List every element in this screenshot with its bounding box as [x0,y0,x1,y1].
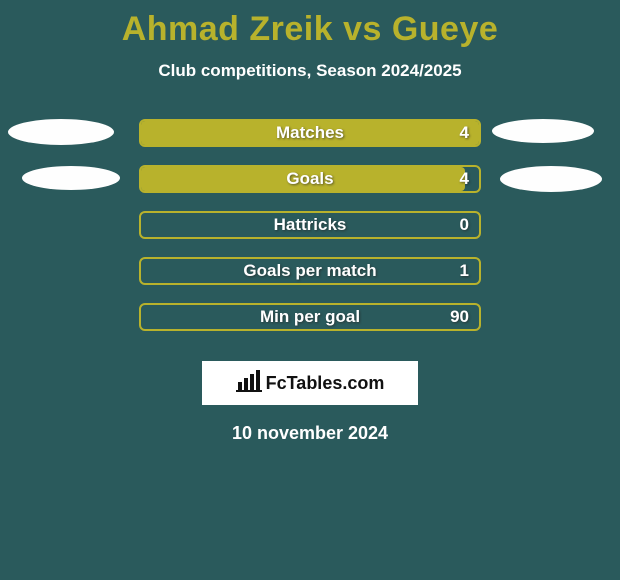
stat-row: Goals4 [0,165,620,211]
stat-row: Min per goal90 [0,303,620,349]
bar-chart-icon [236,370,262,397]
stat-row: Goals per match1 [0,257,620,303]
date-line: 10 november 2024 [0,423,620,444]
bar-track [139,211,481,239]
comparison-chart: Matches4Goals4Hattricks0Goals per match1… [0,119,620,349]
page-subtitle: Club competitions, Season 2024/2025 [0,61,620,81]
brand-box[interactable]: FcTables.com [202,361,418,405]
bar-fill [141,121,479,145]
stat-bars: Matches4Goals4Hattricks0Goals per match1… [0,119,620,349]
bar-track [139,303,481,331]
bar-fill [141,167,465,191]
stat-row: Matches4 [0,119,620,165]
stat-row: Hattricks0 [0,211,620,257]
brand-text: FcTables.com [266,373,385,394]
bar-track [139,257,481,285]
page-title: Ahmad Zreik vs Gueye [0,0,620,49]
